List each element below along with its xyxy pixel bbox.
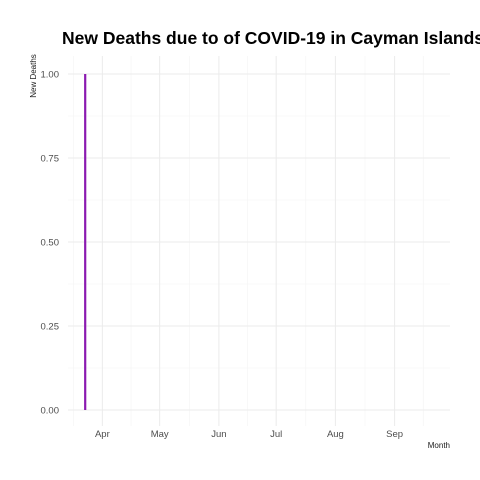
x-tick-labels: Apr May Jun Jul Aug Sep	[95, 429, 403, 440]
x-tick-label: May	[151, 429, 169, 440]
y-tick-label: 1.00	[41, 70, 60, 81]
major-gridlines-x	[101, 56, 396, 426]
x-tick-label: Sep	[386, 429, 403, 440]
x-tick-label: Jul	[270, 429, 282, 440]
y-tick-labels: 0.00 0.25 0.50 0.75 1.00	[41, 70, 60, 417]
major-gridlines-y	[68, 73, 450, 411]
minor-gridlines-x	[73, 56, 424, 426]
x-tick-label: Jun	[211, 429, 226, 440]
minor-gridlines-y	[68, 115, 450, 369]
chart-title: New Deaths due to of COVID-19 in Cayman …	[62, 28, 480, 48]
x-tick-label: Aug	[327, 429, 344, 440]
y-axis-label: New Deaths	[29, 54, 38, 98]
x-tick-label: Apr	[95, 429, 110, 440]
y-tick-label: 0.25	[41, 322, 60, 333]
y-tick-label: 0.00	[41, 406, 60, 417]
y-tick-label: 0.75	[41, 154, 60, 165]
y-tick-label: 0.50	[41, 238, 60, 249]
x-axis-label: Month	[428, 441, 450, 450]
